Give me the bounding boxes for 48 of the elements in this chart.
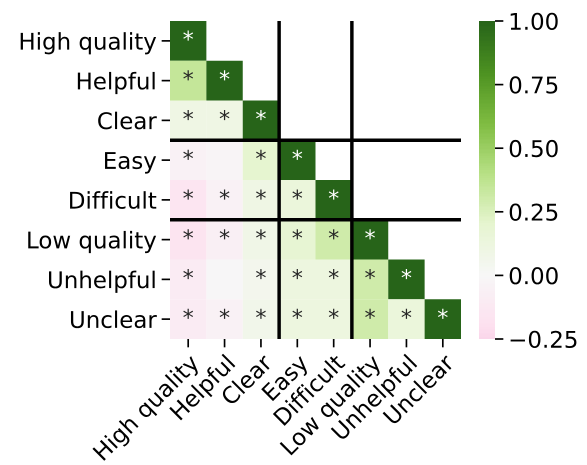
color-bar-label: 0.50	[510, 140, 558, 158]
data-label: *	[328, 190, 339, 200]
y-tick-label: Easy	[105, 152, 156, 174]
color-bar-label: 0.75	[510, 76, 558, 94]
data-label: *	[328, 269, 339, 280]
data-label: *	[292, 308, 302, 319]
data-label: *	[365, 269, 375, 280]
color-bar-label: 0.00	[510, 267, 558, 284]
y-tick-label: Unhelpful	[49, 270, 155, 293]
data-label: *	[402, 308, 412, 319]
data-label: *	[256, 150, 266, 160]
data-label: *	[183, 308, 194, 319]
data-label: *	[256, 229, 266, 240]
data-label: *	[292, 190, 302, 200]
data-label: *	[292, 150, 302, 160]
data-label: *	[183, 190, 194, 200]
y-tick-label: Unclear	[70, 310, 157, 328]
data-label: *	[438, 308, 448, 319]
data-label: *	[183, 70, 194, 80]
data-label: *	[402, 269, 412, 280]
y-tick-label: Low quality	[28, 230, 156, 254]
y-tick-label: Helpful	[78, 72, 155, 94]
data-label: *	[292, 229, 302, 240]
data-label: *	[328, 308, 339, 319]
data-label: *	[328, 229, 339, 240]
data-label: *	[365, 308, 375, 319]
data-label: *	[256, 308, 266, 319]
data-label: *	[220, 229, 230, 240]
data-label: *	[220, 110, 230, 120]
data-label: *	[292, 269, 302, 280]
data-label: *	[256, 110, 266, 120]
data-label: *	[183, 30, 194, 41]
y-tick-label: Clear	[98, 112, 157, 130]
data-label: *	[183, 229, 194, 240]
data-label: *	[256, 269, 266, 280]
data-label: *	[183, 269, 194, 280]
data-label: *	[183, 110, 194, 120]
color-bar-label: 0.25	[510, 204, 558, 221]
data-label: *	[220, 70, 230, 80]
data-label: *	[256, 190, 266, 200]
color-bar-label: −0.25	[510, 330, 576, 348]
data-label: *	[183, 150, 194, 160]
data-label: *	[220, 190, 230, 200]
data-label: *	[220, 308, 230, 319]
color-bar-label: 1.00	[510, 12, 558, 30]
data-label: *	[365, 229, 375, 240]
y-tick-label: High quality	[20, 32, 156, 54]
y-tick-label: Difficult	[70, 191, 156, 209]
